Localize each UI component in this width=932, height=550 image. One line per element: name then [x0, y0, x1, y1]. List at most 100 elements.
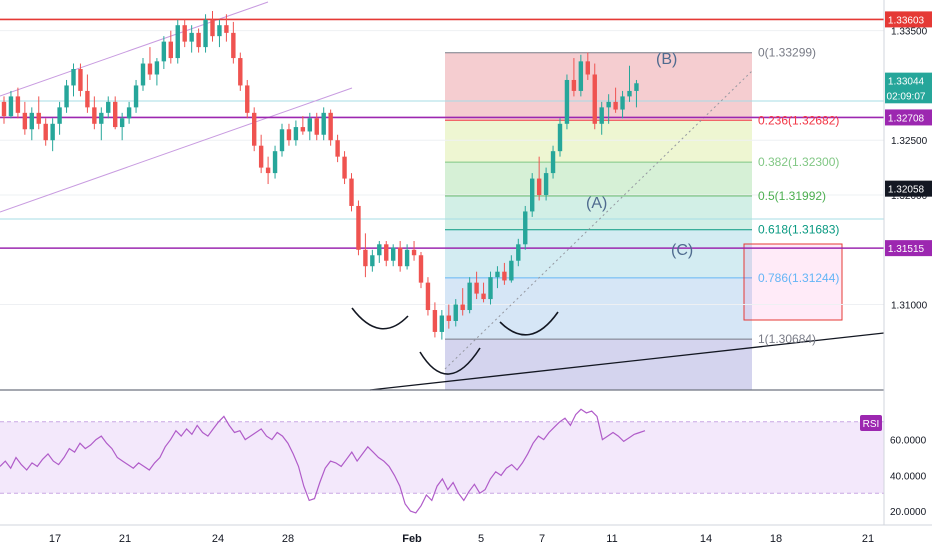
candle-body: [377, 244, 382, 256]
candle-body: [15, 96, 21, 113]
candle-body: [384, 244, 389, 261]
candle-body: [606, 101, 611, 108]
highlight-box: [743, 243, 843, 321]
price-tick-label: 1.32500: [891, 136, 928, 147]
candle-body: [217, 25, 222, 37]
candle-body: [370, 255, 375, 267]
candle-body: [599, 107, 604, 124]
time-tick-label: 7: [539, 533, 545, 545]
candle-body: [300, 127, 306, 132]
candle-body: [620, 96, 625, 110]
candle-body: [279, 129, 285, 152]
time-tick-label: 21: [119, 533, 131, 545]
candle-body: [64, 85, 69, 108]
fib-level-label: 0.382(1.32300): [758, 155, 839, 169]
price-tick-label: 1.31000: [891, 301, 928, 312]
candle-body: [349, 178, 354, 206]
head-curve: [419, 347, 481, 375]
time-tick-label: Feb: [402, 533, 422, 545]
fib-zone: [445, 120, 752, 163]
time-tick-label: 14: [700, 533, 712, 545]
candle-body: [488, 277, 493, 300]
candle-body: [238, 58, 243, 86]
time-tick-label: 11: [606, 533, 617, 545]
candle-body: [634, 83, 639, 91]
time-tick-label: 21: [862, 533, 874, 545]
candle-body: [258, 145, 264, 168]
candle-body: [627, 90, 632, 97]
support-trend-line: [369, 332, 885, 391]
fib-level-label: 0.236(1.32682): [758, 113, 839, 127]
price-badge: [885, 72, 932, 89]
wave-label: (A): [586, 195, 607, 212]
fib-zone: [445, 162, 752, 196]
candle-body: [189, 32, 194, 42]
rsi-label: RSI: [863, 419, 880, 430]
candle-body: [592, 74, 597, 124]
fib-level-label: 1(1.30684): [758, 332, 816, 346]
candle-body: [78, 69, 83, 91]
candle-body: [585, 61, 590, 75]
candle-body: [92, 107, 97, 124]
candle-body: [502, 271, 507, 281]
candle-body: [418, 255, 424, 283]
candle-body: [196, 32, 201, 48]
candle-body: [85, 90, 90, 108]
candle-body: [161, 41, 167, 62]
candle-body: [467, 282, 472, 311]
candle-body: [8, 96, 14, 117]
chart-grid: [0, 30, 884, 306]
channel-upper-line: [0, 1, 269, 97]
candle-body: [571, 79, 577, 91]
candle-body: [404, 249, 410, 267]
horizontal-levels[interactable]: [0, 18, 884, 249]
fib-zone: [445, 229, 752, 278]
price-badge-label: 1.33603: [888, 15, 925, 26]
candle-body: [564, 79, 570, 124]
candle-body: [460, 304, 465, 311]
candle-body: [613, 101, 618, 110]
candle-body: [50, 123, 55, 141]
price-badge-label: 1.32708: [888, 113, 925, 124]
trend-drawings[interactable]: [0, 1, 885, 391]
candle-body: [1, 101, 7, 117]
candle-body: [391, 247, 396, 261]
candle-body: [432, 310, 438, 332]
candle-body: [286, 129, 292, 141]
price-badge-label: 1.32058: [888, 185, 925, 196]
right-shoulder-curve: [499, 311, 559, 336]
candle-body: [342, 156, 347, 179]
candle-body: [446, 315, 451, 321]
candle-body: [453, 304, 458, 321]
candle-body: [175, 25, 180, 59]
candle-body: [71, 69, 76, 86]
fib-zone: [445, 52, 752, 121]
rsi-tick-label: 40.0000: [890, 471, 927, 482]
candle-body: [119, 118, 125, 128]
candle-body: [397, 247, 403, 267]
rsi-tick-label: 20.0000: [890, 507, 927, 518]
candle-body: [272, 151, 278, 174]
rsi-badge: [860, 415, 882, 431]
price-badge: [885, 240, 932, 257]
candle-body: [147, 63, 153, 75]
candle-body: [550, 151, 556, 174]
candles: [1, 10, 639, 340]
candle-body: [36, 112, 41, 124]
left-shoulder-curve: [351, 307, 409, 330]
time-tick-label: 24: [212, 533, 224, 545]
candle-body: [425, 282, 431, 311]
fib-zone: [445, 277, 752, 340]
candle-body: [328, 112, 333, 141]
candle-body: [356, 205, 361, 250]
candle-body: [363, 249, 368, 267]
price-badge-label: 02:09:07: [887, 91, 926, 102]
rsi-pane[interactable]: RSI 60.0000 40.0000 20.0000: [0, 408, 927, 518]
candle-body: [578, 61, 584, 91]
candle-body: [29, 112, 34, 130]
wave-label: (B): [656, 51, 677, 68]
candle-body: [314, 118, 319, 135]
candle-body: [113, 101, 118, 128]
